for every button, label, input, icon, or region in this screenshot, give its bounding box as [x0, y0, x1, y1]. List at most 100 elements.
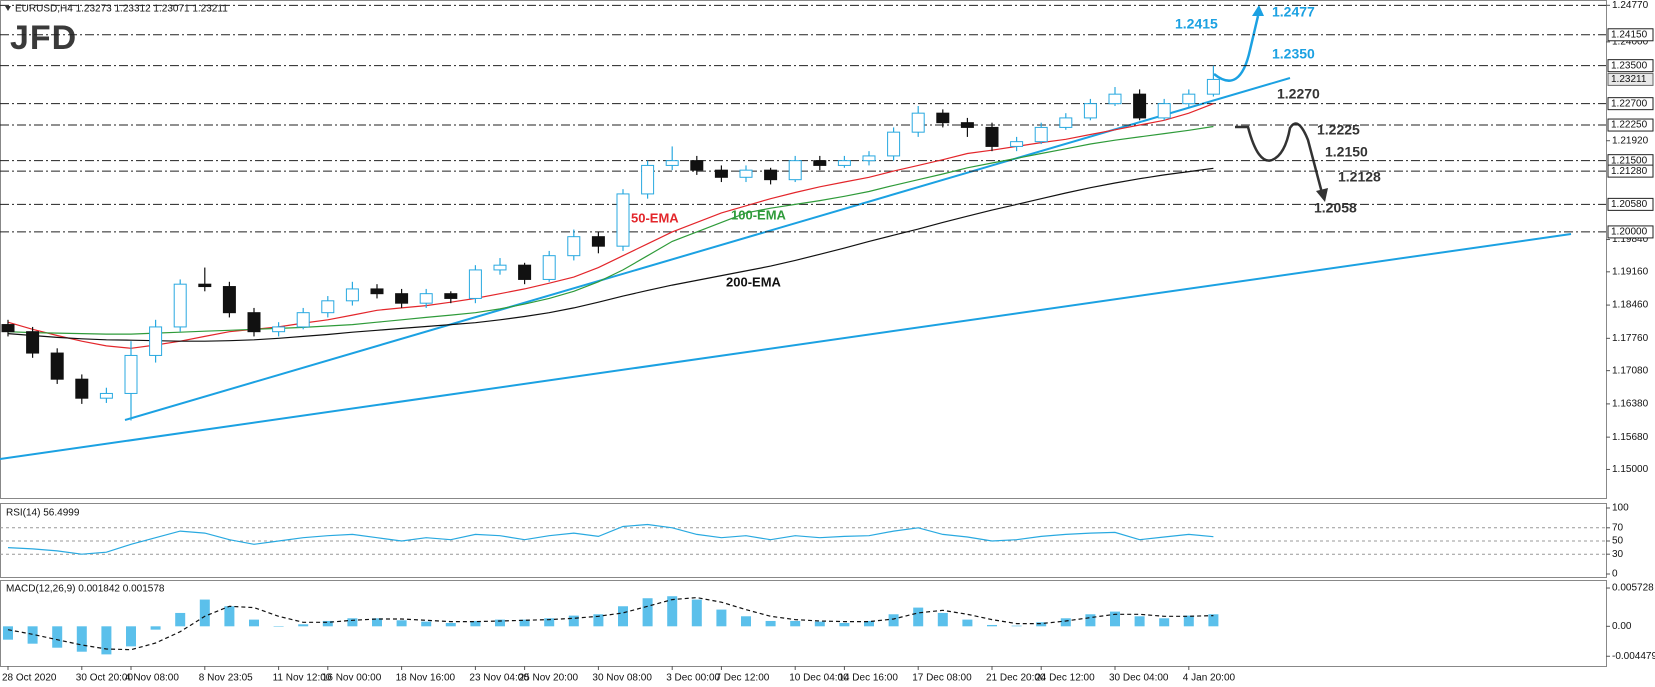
candle-body — [1010, 141, 1024, 147]
candle-body — [714, 169, 728, 178]
candle-body — [641, 164, 655, 195]
candle-body — [788, 160, 802, 181]
histogram-bar — [913, 607, 924, 627]
y-tick-label: 1.15000 — [1612, 464, 1649, 475]
annotation: 1.2128 — [1338, 169, 1381, 185]
histogram-bar — [347, 618, 358, 627]
candle-body — [124, 354, 138, 394]
candle-body — [862, 155, 876, 162]
x-tick-label: 30 Nov 08:00 — [592, 673, 652, 684]
candle-body — [247, 312, 261, 333]
histogram-bar — [298, 624, 309, 627]
level-label: 1.20000 — [1611, 227, 1648, 238]
candle-body — [321, 300, 335, 314]
y-tick-label: 1.24770 — [1612, 0, 1649, 11]
series-line — [7, 523, 1214, 555]
candle-body — [99, 392, 113, 399]
histogram-bar — [421, 621, 432, 627]
y-tick-label: 0 — [1612, 569, 1618, 580]
candle-body — [567, 236, 581, 257]
histogram-bar — [765, 620, 776, 627]
histogram-bar — [126, 626, 136, 647]
candle-body — [542, 255, 556, 280]
level-label: 1.24150 — [1611, 29, 1648, 40]
candle-body — [1182, 93, 1196, 105]
candle-body — [222, 286, 236, 314]
x-tick-label: 23 Nov 04:00 — [469, 673, 529, 684]
candle-body — [1206, 78, 1220, 95]
last-price-label: 1.23211 — [1611, 74, 1647, 85]
series-line — [7, 167, 1214, 342]
level-box — [1607, 164, 1654, 178]
level-box — [1607, 97, 1654, 111]
histogram-bar — [27, 626, 38, 644]
histogram-bar — [814, 621, 825, 627]
annotation: 1.2415 — [1175, 16, 1218, 32]
annotation: 1.2150 — [1325, 144, 1368, 160]
candle-body — [395, 293, 409, 304]
menu-triangle — [5, 6, 11, 11]
series-line — [7, 103, 1214, 349]
y-tick-label: 30 — [1612, 549, 1624, 560]
level-box — [1607, 59, 1654, 73]
histogram-bar — [716, 609, 727, 627]
x-tick-label: 24 Dec 12:00 — [1035, 673, 1095, 684]
candle-body — [296, 312, 310, 328]
series-label: 50-EMA — [631, 210, 679, 225]
histogram-bar — [495, 619, 505, 627]
candle-body — [444, 293, 458, 299]
histogram-bar — [864, 620, 874, 627]
histogram-bar — [273, 626, 284, 627]
histogram-bar — [1159, 618, 1170, 627]
candle-body — [739, 169, 753, 178]
candle-body — [26, 331, 40, 354]
histogram-bar — [322, 620, 333, 627]
annotation: 1.2225 — [1317, 122, 1360, 138]
y-tick-label: 1.21920 — [1612, 135, 1649, 146]
y-tick-label: 1.19160 — [1612, 266, 1649, 277]
histogram-bar — [175, 612, 186, 627]
y-tick-label: 1.15680 — [1612, 432, 1649, 443]
candle-body — [50, 352, 64, 380]
y-tick-label: 0.005728 — [1612, 583, 1654, 594]
x-tick-label: 3 Dec 00:00 — [666, 673, 720, 684]
candle-body — [887, 131, 901, 157]
scenario-arrow — [1213, 15, 1260, 82]
candle-body — [837, 160, 851, 166]
candle-body — [272, 326, 286, 333]
candle-body — [493, 264, 507, 271]
candle-body — [345, 288, 359, 302]
histogram-bar — [544, 618, 555, 627]
candle-body — [813, 160, 827, 166]
series-label: 100-EMA — [731, 207, 787, 222]
histogram-bar — [52, 626, 63, 648]
histogram-bar — [199, 599, 210, 627]
x-tick-label: 17 Dec 08:00 — [912, 673, 972, 684]
histogram-bar — [741, 616, 751, 627]
histogram-bar — [249, 619, 259, 627]
candle-body — [1133, 93, 1147, 119]
candle-body — [960, 122, 974, 128]
x-tick-label: 30 Oct 20:00 — [76, 673, 134, 684]
candle-body — [591, 236, 605, 247]
candle-body — [198, 283, 212, 288]
histogram-bar — [396, 620, 407, 627]
candle-body — [468, 269, 482, 299]
x-tick-label: 21 Dec 20:00 — [986, 673, 1046, 684]
candle-body — [665, 160, 679, 166]
candle-body — [1034, 126, 1048, 143]
scenario-arrow — [1235, 122, 1324, 194]
macd-title: MACD(12,26,9) 0.001842 0.001578 — [6, 584, 165, 595]
series-line — [7, 596, 1214, 651]
candle-body — [149, 326, 163, 356]
y-tick-label: 1.19840 — [1612, 234, 1649, 245]
y-tick-label: 1.17760 — [1612, 333, 1649, 344]
candle-body — [911, 112, 925, 133]
x-tick-label: 8 Nov 23:05 — [199, 673, 253, 684]
x-tick-label: 4 Jan 20:00 — [1183, 673, 1236, 684]
rsi-title: RSI(14) 56.4999 — [6, 508, 80, 519]
candle-body — [75, 378, 89, 399]
histogram-bar — [888, 614, 899, 627]
